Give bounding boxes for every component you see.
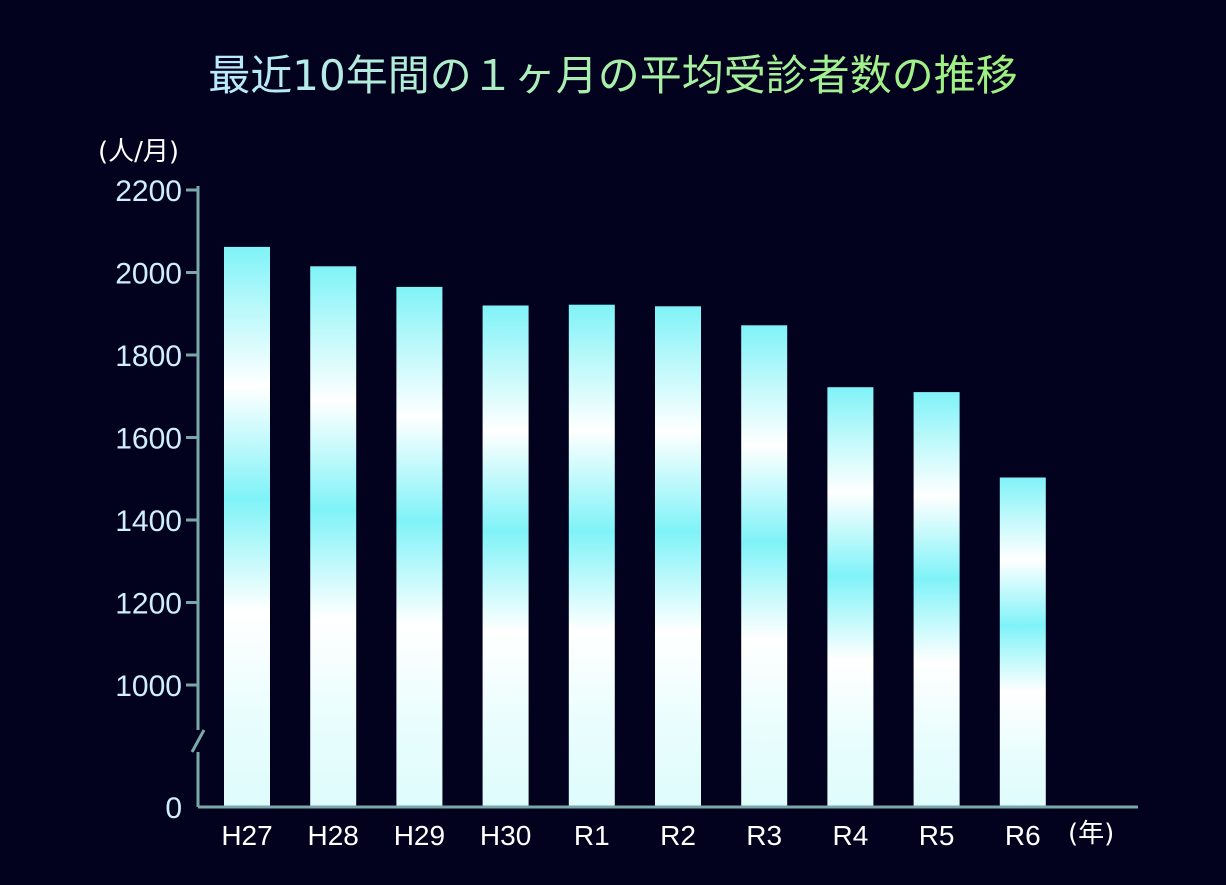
bar-r5 [913, 392, 960, 807]
y-tick-label: 1000 [115, 670, 182, 703]
y-tick-label: 1800 [115, 340, 182, 373]
x-tick-label: H27 [221, 820, 272, 851]
bar-r4 [827, 387, 874, 807]
y-tick-label: 0 [165, 792, 182, 825]
chart-title: 最近10年間の１ヶ月の平均受診者数の推移 [208, 51, 1017, 100]
y-tick-label: 1400 [115, 505, 182, 538]
bar-r3 [741, 325, 788, 807]
x-tick-label: H30 [480, 820, 531, 851]
bar-h30 [482, 305, 529, 807]
x-tick-label: R2 [660, 820, 696, 851]
bar-h27 [224, 246, 270, 807]
bar-r6 [999, 477, 1046, 807]
bars-layer [224, 246, 1046, 807]
axis-break-mark [190, 729, 206, 753]
x-tick-label: R6 [1005, 820, 1041, 851]
y-tick-label: 2200 [115, 175, 182, 208]
axes-layer: H27 H28 H29 H30 R1 R2 R3 R4 R5 R6 0 1000 1200 1400 160… [115, 175, 1138, 851]
x-tick-label: R1 [574, 820, 610, 851]
bar-h29 [396, 286, 443, 807]
bar-r2 [655, 306, 701, 807]
y-tick-label: 2000 [115, 258, 182, 291]
bar-r1 [568, 304, 615, 807]
x-tick-label: R4 [833, 820, 869, 851]
y-tick-label: 1200 [115, 588, 182, 621]
x-tick-label: H28 [308, 820, 359, 851]
x-tick-label: R5 [919, 820, 955, 851]
bar-h28 [310, 266, 357, 807]
y-axis-unit-label: (人/月) [98, 137, 179, 167]
x-axis-unit-label: (年) [1068, 819, 1114, 849]
x-tick-label: H29 [394, 820, 445, 851]
x-tick-label: R3 [746, 820, 782, 851]
y-tick-label: 1600 [115, 423, 182, 456]
